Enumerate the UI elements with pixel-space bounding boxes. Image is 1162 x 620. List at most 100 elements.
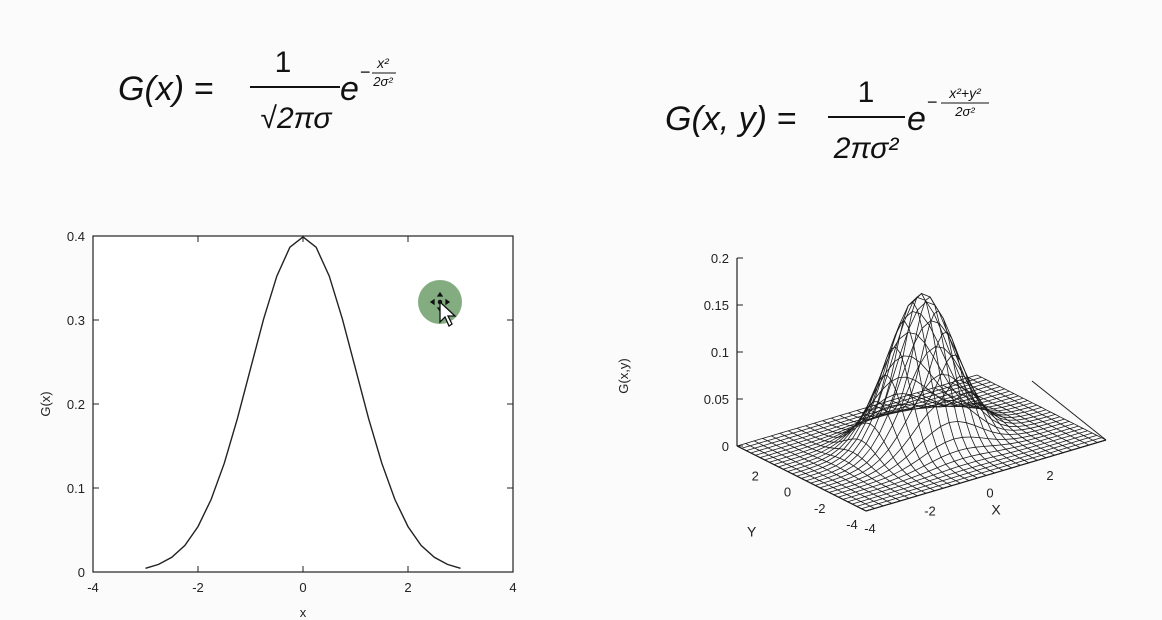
surface-mesh-line	[788, 430, 918, 497]
surface-mesh-line	[819, 374, 1061, 489]
x-tick-label: -4	[864, 521, 876, 536]
formula-2d-numerator: 1	[858, 76, 875, 109]
surface-mesh-line	[831, 346, 961, 484]
formula-1d-exp-denominator: 2σ²	[372, 74, 393, 89]
y-tick-label: -2	[814, 501, 826, 516]
surface-mesh-line	[865, 296, 995, 474]
formula-2d-exp-denominator: 2σ²	[954, 104, 975, 119]
formula-1d-denominator: √2πσ	[261, 102, 334, 135]
arrow-pointer-icon	[439, 300, 457, 327]
gaussian-2d-formula: G(x, y) = 1 2πσ² e − x²+y² 2σ²	[665, 76, 989, 165]
formula-2d-denominator: 2πσ²	[833, 132, 899, 165]
surface-mesh-line	[833, 423, 1074, 496]
surface-mesh-line	[755, 383, 996, 456]
surface-mesh-line	[828, 420, 1070, 493]
back-axis-line	[1031, 380, 1107, 441]
x-tick-label: 2	[404, 580, 411, 595]
formula-2d-exp-sign: −	[927, 92, 938, 112]
surface-mesh-line	[865, 439, 1107, 512]
y-axis-label: G(x)	[38, 391, 53, 416]
surface-mesh-line	[856, 292, 987, 476]
y-tick-label: 0	[784, 485, 791, 500]
surface-mesh-line	[813, 401, 944, 489]
surface-mesh-line	[899, 375, 1030, 464]
surface-mesh-line	[951, 382, 1081, 448]
x-tick-label: -2	[924, 503, 936, 518]
formula-2d-lhs: G(x, y) =	[665, 100, 796, 138]
surface-mesh-line	[801, 293, 1042, 479]
surface-mesh-line	[968, 377, 1098, 443]
surface-mesh-line	[959, 379, 1090, 446]
surface-mesh-line	[891, 354, 1021, 466]
surface-mesh-line	[805, 301, 1047, 482]
surface-mesh-line	[976, 374, 1107, 441]
surface-mesh-line	[745, 443, 875, 509]
surface-mesh-line	[792, 310, 1033, 475]
x-tick-label: -4	[87, 580, 99, 595]
surface-mesh-line	[769, 390, 1010, 463]
surface-mesh-line	[796, 296, 1038, 477]
surface-mesh-line	[746, 379, 987, 451]
surface-mesh-line	[782, 355, 1024, 470]
y-axis-line	[736, 445, 867, 512]
surface-mesh-line	[848, 301, 978, 479]
surface-mesh-line	[839, 320, 970, 481]
surface-mesh-line	[873, 310, 1004, 471]
z-tick-label: 0.05	[704, 392, 729, 407]
surface-mesh-line	[842, 428, 1084, 500]
x-tick-label: 0	[299, 580, 306, 595]
x-tick-label: 2	[1046, 468, 1053, 483]
x-axis-label: X	[991, 502, 1001, 518]
surface-mesh-line	[762, 438, 892, 504]
formula-1d-lhs: G(x) =	[118, 70, 213, 108]
x-tick-label: 4	[509, 580, 516, 595]
surface-mesh-line	[805, 422, 935, 492]
surface-mesh-line	[822, 374, 952, 486]
formula-1d-exp-sign: −	[360, 62, 371, 82]
surface-mesh-line	[815, 346, 1056, 486]
surface-mesh-line	[925, 389, 1055, 456]
formula-1d-e: e	[340, 70, 359, 108]
z-axis-label: G(x,y)	[616, 358, 631, 393]
formula-2d-e: e	[907, 100, 926, 138]
surface-mesh-line	[771, 435, 901, 502]
surface-mesh-line	[750, 381, 991, 454]
z-tick-label: 0.2	[711, 251, 729, 266]
cursor-highlight	[417, 280, 465, 332]
z-tick-label: 0.1	[711, 345, 729, 360]
surface-mesh-line	[773, 393, 1015, 465]
y-tick-label: -4	[846, 517, 858, 532]
y-tick-label: 0.3	[67, 313, 85, 328]
surface-mesh-line	[764, 388, 1005, 461]
x-axis-label: x	[300, 605, 307, 620]
surface-mesh-line	[861, 437, 1102, 510]
y-tick-label: 2	[752, 468, 759, 483]
surface-mesh-line	[847, 430, 1088, 503]
surface-mesh-line	[933, 387, 1064, 454]
surface-mesh-line	[753, 440, 884, 507]
formula-1d-numerator: 1	[275, 46, 292, 79]
surface-mesh-line	[759, 386, 1001, 458]
x-axis-line	[865, 439, 1107, 512]
surface-mesh-line	[852, 432, 1093, 505]
gaussian-curve-line	[145, 236, 461, 569]
surface-mesh-line	[736, 445, 867, 512]
y-tick-label: 0.4	[67, 229, 85, 244]
surface-mesh-line	[916, 392, 1047, 459]
surface-mesh-line	[942, 384, 1072, 451]
y-axis-label: Y	[747, 524, 757, 540]
x-tick-label: -2	[192, 580, 204, 595]
surface-mesh-line	[882, 331, 1012, 469]
surface-mesh-line	[736, 374, 978, 447]
surface-mesh-line	[787, 332, 1028, 472]
surface-mesh-line	[810, 320, 1051, 484]
z-tick-label: 0.15	[704, 298, 729, 313]
surface-mesh-line	[779, 432, 910, 499]
surface-mesh-line	[908, 392, 1038, 461]
formula-2d-exp-numerator: x²+y²	[948, 85, 982, 101]
surface-mesh-line	[796, 427, 927, 494]
x-tick-label: 0	[986, 486, 993, 501]
surface-mesh-line	[856, 435, 1097, 507]
formula-1d-exp-numerator: x²	[376, 55, 390, 71]
z-tick-label: 0	[722, 439, 729, 454]
